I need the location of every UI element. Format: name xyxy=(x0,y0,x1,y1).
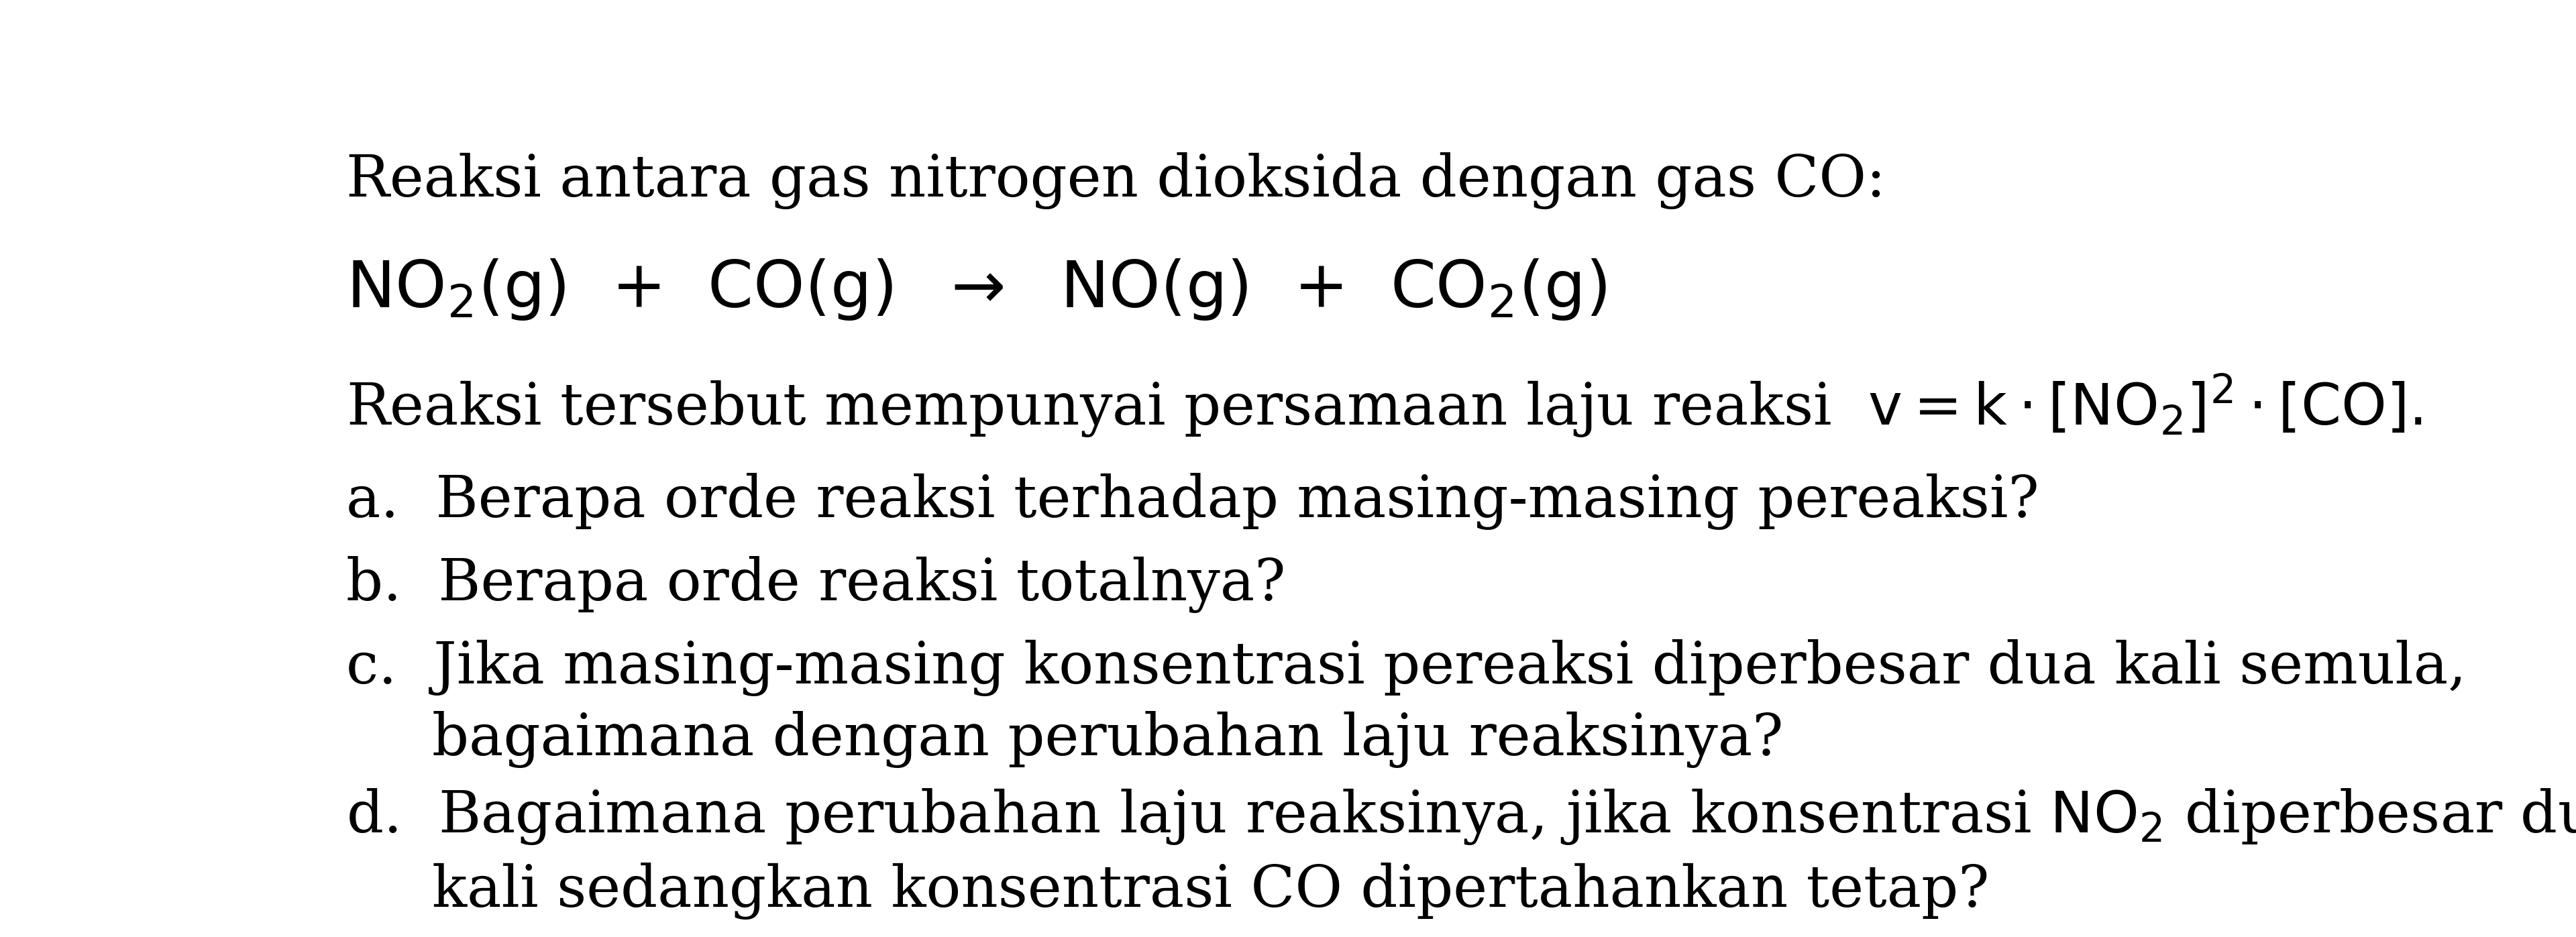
Text: c.  Jika masing-masing konsentrasi pereaksi diperbesar dua kali semula,: c. Jika masing-masing konsentrasi pereak… xyxy=(345,639,2465,696)
Text: b.  Berapa orde reaksi totalnya?: b. Berapa orde reaksi totalnya? xyxy=(345,557,1285,613)
Text: a.  Berapa orde reaksi terhadap masing-masing pereaksi?: a. Berapa orde reaksi terhadap masing-ma… xyxy=(345,473,2038,530)
Text: d.  Bagaimana perubahan laju reaksinya, jika konsentrasi $\mathrm{NO_2}$ diperbe: d. Bagaimana perubahan laju reaksinya, j… xyxy=(345,787,2576,847)
Text: Reaksi tersebut mempunyai persamaan laju reaksi  $\mathrm{v = k \cdot [NO_2]^2 \: Reaksi tersebut mempunyai persamaan laju… xyxy=(345,372,2421,440)
Text: $\mathrm{NO_2(g)}$  +  $\mathrm{CO(g)}$  $\rightarrow$  $\mathrm{NO(g)}$  +  $\m: $\mathrm{NO_2(g)}$ + $\mathrm{CO(g)}$ $\… xyxy=(345,257,1607,321)
Text: bagaimana dengan perubahan laju reaksinya?: bagaimana dengan perubahan laju reaksiny… xyxy=(433,711,1783,768)
Text: kali sedangkan konsentrasi CO dipertahankan tetap?: kali sedangkan konsentrasi CO dipertahan… xyxy=(433,863,1989,920)
Text: Reaksi antara gas nitrogen dioksida dengan gas CO:: Reaksi antara gas nitrogen dioksida deng… xyxy=(345,152,1886,209)
